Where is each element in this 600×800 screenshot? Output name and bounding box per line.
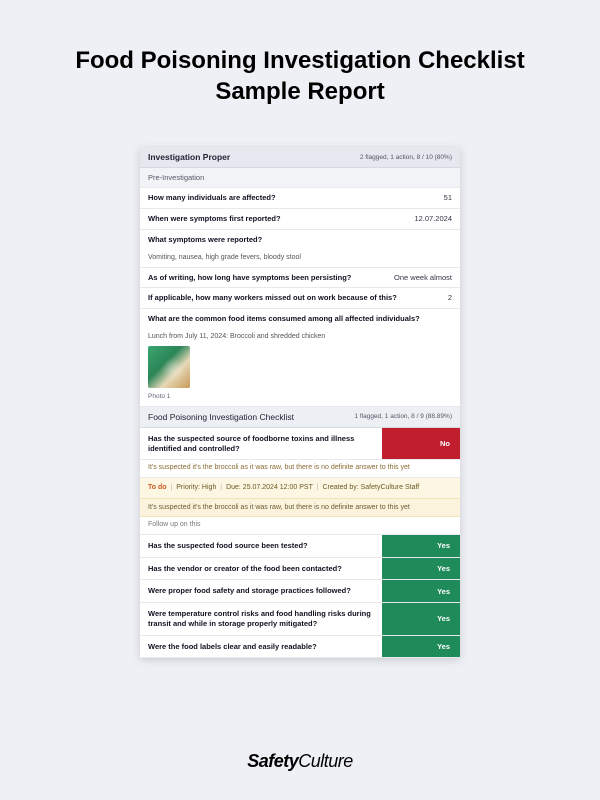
- section-title: Investigation Proper: [148, 152, 230, 162]
- checklist-row-yes: Has the vendor or creator of the food be…: [140, 558, 460, 581]
- separator: |: [170, 484, 172, 491]
- photo-label: Photo 1: [148, 393, 452, 400]
- checklist-row-yes: Were temperature control risks and food …: [140, 603, 460, 636]
- checklist-question: Has the suspected source of foodborne to…: [140, 428, 382, 460]
- common-food-detail: Lunch from July 11, 2024: Broccoli and s…: [140, 329, 460, 342]
- photo-thumbnail[interactable]: [148, 346, 190, 388]
- qa-row: What symptoms were reported?: [140, 230, 460, 250]
- checklist-row-yes: Has the suspected food source been teste…: [140, 535, 460, 558]
- checklist-row-yes: Were the food labels clear and easily re…: [140, 636, 460, 659]
- checklist-row-no: Has the suspected source of foodborne to…: [140, 428, 460, 461]
- qa-row: As of writing, how long have symptoms be…: [140, 268, 460, 289]
- answer-chip-yes: Yes: [382, 558, 460, 580]
- todo-priority: Priority: High: [176, 484, 216, 491]
- brand-light: Culture: [298, 751, 353, 771]
- question-text: What are the common food items consumed …: [148, 314, 452, 324]
- question-text: How many individuals are affected?: [148, 193, 434, 203]
- checklist-question: Has the suspected food source been teste…: [140, 535, 382, 557]
- answer-chip-yes: Yes: [382, 603, 460, 635]
- answer-text: 2: [448, 293, 452, 302]
- checklist-question: Has the vendor or creator of the food be…: [140, 558, 382, 580]
- qa-row: When were symptoms first reported? 12.07…: [140, 209, 460, 230]
- question-text: What symptoms were reported?: [148, 235, 452, 245]
- answer-text: 12.07.2024: [414, 214, 452, 223]
- answer-chip-no: No: [382, 428, 460, 460]
- qa-row: How many individuals are affected? 51: [140, 188, 460, 209]
- answer-chip-yes: Yes: [382, 535, 460, 557]
- answer-chip-yes: Yes: [382, 636, 460, 658]
- todo-created: Created by: SafetyCulture Staff: [322, 484, 419, 491]
- question-text: When were symptoms first reported?: [148, 214, 404, 224]
- checklist-title: Food Poisoning Investigation Checklist: [148, 412, 294, 422]
- separator: |: [220, 484, 222, 491]
- answer-text: 51: [444, 193, 452, 202]
- page-title: Food Poisoning Investigation Checklist S…: [0, 0, 600, 107]
- todo-due: Due: 25.07.2024 12:00 PST: [226, 484, 313, 491]
- checklist-question: Were the food labels clear and easily re…: [140, 636, 382, 658]
- question-text: If applicable, how many workers missed o…: [148, 293, 438, 303]
- checklist-question: Were temperature control risks and food …: [140, 603, 382, 635]
- separator: |: [317, 484, 319, 491]
- brand-bold: Safety: [247, 751, 298, 771]
- answer-chip-yes: Yes: [382, 580, 460, 602]
- symptoms-detail: Vomiting, nausea, high grade fevers, blo…: [140, 250, 460, 268]
- pre-investigation-label: Pre-Investigation: [140, 168, 460, 188]
- qa-row: What are the common food items consumed …: [140, 309, 460, 329]
- qa-row: If applicable, how many workers missed o…: [140, 288, 460, 309]
- todo-note: It's suspected it's the broccoli as it w…: [140, 499, 460, 517]
- answer-text: One week almost: [394, 273, 452, 282]
- checklist-question: Were proper food safety and storage prac…: [140, 580, 382, 602]
- question-text: As of writing, how long have symptoms be…: [148, 273, 384, 283]
- checklist-row-yes: Were proper food safety and storage prac…: [140, 580, 460, 603]
- checklist-no-explain: It's suspected it's the broccoli as it w…: [140, 460, 460, 478]
- followup-text: Follow up on this: [140, 517, 460, 535]
- report-card: Investigation Proper 2 flagged, 1 action…: [140, 147, 460, 658]
- section-meta: 2 flagged, 1 action, 8 / 10 (80%): [360, 154, 452, 161]
- section-header-investigation: Investigation Proper 2 flagged, 1 action…: [140, 147, 460, 168]
- photo-block: Photo 1: [140, 342, 460, 407]
- todo-bar: To do | Priority: High | Due: 25.07.2024…: [140, 478, 460, 498]
- brand-logo: SafetyCulture: [0, 751, 600, 772]
- todo-label: To do: [148, 484, 167, 491]
- checklist-meta: 1 flagged, 1 action, 8 / 9 (88.89%): [354, 413, 452, 420]
- section-header-checklist: Food Poisoning Investigation Checklist 1…: [140, 407, 460, 428]
